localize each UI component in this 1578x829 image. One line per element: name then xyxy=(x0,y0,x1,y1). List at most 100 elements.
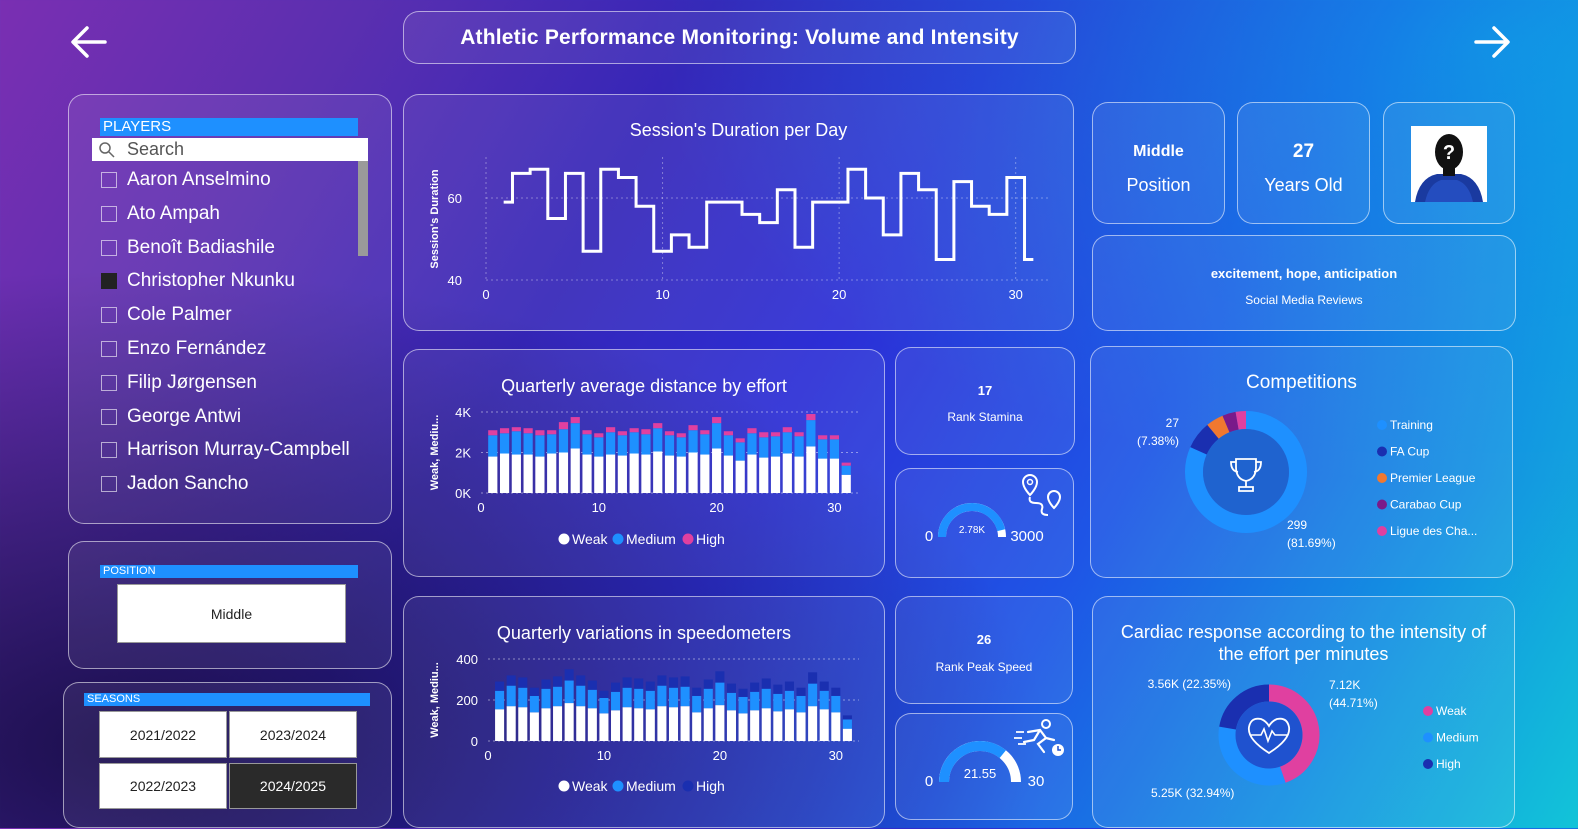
y-tick-label: 40 xyxy=(448,273,462,288)
trophy-shape xyxy=(1230,458,1262,492)
bar-medium xyxy=(587,689,597,709)
bar-weak xyxy=(634,708,644,741)
gauge-fill xyxy=(938,503,1006,538)
legend-label-medium: Medium xyxy=(626,531,676,547)
bar-medium xyxy=(535,435,545,457)
bar-medium xyxy=(582,434,592,455)
player-item[interactable]: Christopher Nkunku xyxy=(101,269,295,293)
player-checkbox[interactable] xyxy=(101,408,117,425)
bar-weak xyxy=(564,703,574,741)
bar-medium xyxy=(831,695,841,713)
player-checkbox[interactable] xyxy=(101,172,117,188)
bar-weak xyxy=(664,455,675,493)
bar-medium xyxy=(680,686,690,707)
season-button-2024-2025[interactable]: 2024/2025 xyxy=(229,763,357,809)
legend-label: Medium xyxy=(1436,731,1479,745)
bar-high xyxy=(761,678,771,689)
bar-high xyxy=(582,430,592,435)
position-card: Middle Position xyxy=(1092,102,1225,224)
season-button-2021-2022[interactable]: 2021/2022 xyxy=(99,711,227,758)
arrow-left-icon[interactable] xyxy=(69,22,109,62)
player-item[interactable]: Harrison Murray-Campbell xyxy=(101,438,350,462)
player-item[interactable]: Enzo Fernández xyxy=(101,337,266,361)
competitions-title: Competitions xyxy=(1246,372,1357,393)
data-label: 3.56K (22.35%) xyxy=(1148,677,1231,691)
legend-label: Training xyxy=(1390,418,1433,432)
donut-center xyxy=(1203,429,1289,515)
player-item[interactable]: George Antwi xyxy=(101,405,241,429)
player-checkbox[interactable] xyxy=(101,341,117,357)
bar-weak xyxy=(747,454,757,493)
y-axis-label: Session's Duration xyxy=(429,169,441,268)
bar-medium xyxy=(599,697,609,714)
bar-medium xyxy=(617,435,627,456)
legend-marker xyxy=(1377,499,1387,510)
bar-high xyxy=(506,675,516,686)
season-button-2023-2024[interactable]: 2023/2024 xyxy=(229,711,357,758)
bar-medium xyxy=(712,423,722,449)
bar-weak xyxy=(726,710,736,741)
bar-high xyxy=(668,677,679,688)
bar-weak xyxy=(605,454,616,493)
session-duration-chart: 0 10 20 30 40 60 Session's Duration xyxy=(429,157,1051,302)
bar-weak xyxy=(750,710,760,741)
bar-high xyxy=(712,417,722,424)
bar-weak xyxy=(680,706,690,741)
bar-high xyxy=(535,430,545,436)
bar-high xyxy=(703,679,713,689)
x-tick-label: 0 xyxy=(484,748,491,763)
bar-medium xyxy=(523,433,533,455)
bar-medium xyxy=(750,691,760,711)
player-item[interactable]: Benoît Badiashile xyxy=(101,236,275,260)
bar-weak xyxy=(645,709,655,741)
legend-marker-weak xyxy=(558,533,570,545)
speed-gauge: 21.55 0 30 xyxy=(925,741,1044,790)
player-item[interactable]: Jadon Sancho xyxy=(101,472,249,496)
speed-gauge-card: 21.55 0 30 xyxy=(895,713,1073,820)
player-checkbox[interactable] xyxy=(101,273,117,290)
bar-medium xyxy=(738,696,748,714)
rank-stamina-label: Rank Stamina xyxy=(947,410,1023,424)
player-name: Benoît Badiashile xyxy=(127,236,275,258)
players-slicer-header: PLAYERS xyxy=(100,118,358,136)
bar-weak xyxy=(818,458,828,493)
bar-medium xyxy=(676,437,686,457)
gauge-value: 2.78K xyxy=(959,525,985,536)
bar-weak xyxy=(794,456,804,493)
donut-slice-2 xyxy=(1219,684,1270,730)
legend-label: Carabao Cup xyxy=(1390,498,1462,512)
player-checkbox[interactable] xyxy=(101,374,117,391)
legend-marker xyxy=(1377,473,1387,483)
players-scrollbar[interactable] xyxy=(358,161,368,256)
player-checkbox[interactable] xyxy=(101,239,117,256)
position-option-middle[interactable]: Middle xyxy=(117,584,346,643)
search-input[interactable]: Search xyxy=(92,138,368,161)
page-title: Athletic Performance Monitoring: Volume … xyxy=(403,11,1076,64)
player-name: Cole Palmer xyxy=(127,304,232,326)
bar-weak xyxy=(676,456,686,493)
pulse-line xyxy=(1251,726,1287,744)
bar-medium xyxy=(529,695,539,713)
arrow-right-icon[interactable] xyxy=(1472,22,1512,62)
player-item[interactable]: Filip Jørgensen xyxy=(101,371,257,395)
bar-weak xyxy=(808,706,818,741)
player-checkbox[interactable] xyxy=(101,307,117,324)
bar-medium xyxy=(594,437,604,457)
player-item[interactable]: Cole Palmer xyxy=(101,303,232,327)
player-item[interactable]: Aaron Anselmino xyxy=(101,168,271,192)
bar-weak xyxy=(547,453,557,493)
bar-medium xyxy=(842,719,852,729)
legend-marker-high xyxy=(682,533,694,545)
season-button-2022-2023[interactable]: 2022/2023 xyxy=(99,763,227,809)
bar-high xyxy=(518,677,528,688)
legend-label: High xyxy=(1436,757,1461,771)
bar-weak xyxy=(582,454,592,493)
player-checkbox[interactable] xyxy=(101,476,117,493)
player-checkbox[interactable] xyxy=(101,205,117,222)
bar-high xyxy=(553,676,563,687)
player-checkbox[interactable] xyxy=(101,442,117,459)
bar-high xyxy=(808,672,818,684)
bar-high xyxy=(495,681,505,691)
player-item[interactable]: Ato Ampah xyxy=(101,202,220,226)
bar-medium xyxy=(773,693,783,712)
